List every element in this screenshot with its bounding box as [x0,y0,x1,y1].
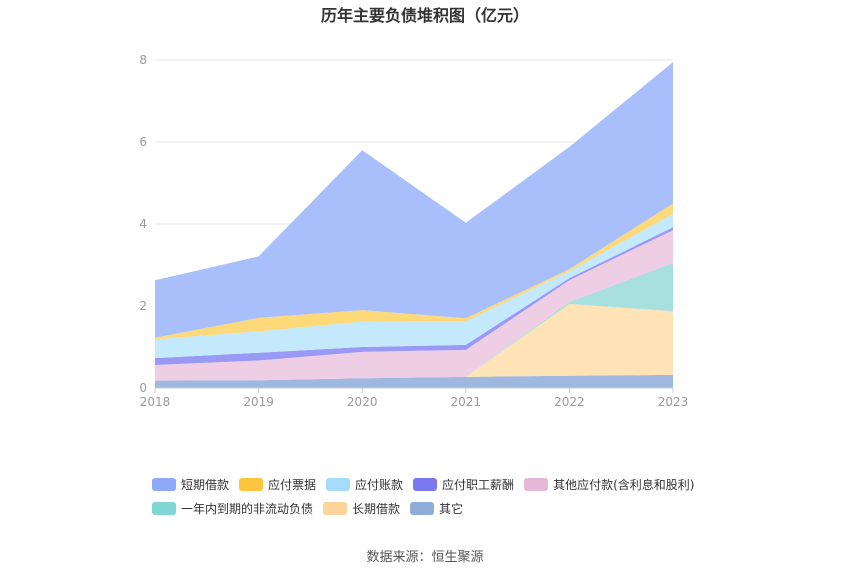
legend-swatch [323,501,348,515]
area-series-5[interactable] [155,213,673,359]
legend-label: 其它 [439,501,464,516]
legend-swatch [410,501,435,515]
y-tick-label: 8 [139,53,147,67]
legend-swatch [152,501,176,515]
legend-swatch [239,477,264,491]
legend-item[interactable]: 应付职工薪酬 [413,476,514,493]
x-tick-label: 2020 [347,395,378,409]
legend-item[interactable]: 应付票据 [239,476,316,493]
y-tick-label: 2 [139,299,147,313]
area-series-3[interactable] [155,230,673,381]
x-tick-label: 2018 [140,395,171,409]
legend-swatch [413,477,438,491]
y-tick-label: 0 [139,381,147,395]
legend-item[interactable]: 其他应付款(含利息和股利) [524,476,694,493]
legend: 短期借款 应付票据 应付账款 应付职工薪酬 其他应付款(含利息和股利) 一年内到期的非流动… [152,472,752,520]
legend-item[interactable]: 短期借款 [152,476,229,493]
legend-item[interactable]: 其它 [410,500,463,517]
legend-row: 一年内到期的非流动负债 长期借款 其它 [152,496,752,520]
legend-label: 应付票据 [268,477,317,492]
legend-item[interactable]: 长期借款 [323,500,400,517]
legend-row: 短期借款 应付票据 应付账款 应付职工薪酬 其他应付款(含利息和股利) [152,472,752,496]
area-series-7[interactable] [155,62,673,338]
legend-swatch [152,477,176,491]
legend-label: 短期借款 [181,477,230,492]
data-source: 数据来源：恒生聚源 [366,550,484,565]
x-tick-label: 2019 [243,395,274,409]
x-tick-label: 2023 [658,395,689,409]
area-series-1[interactable] [155,303,673,381]
legend-label: 应付账款 [355,477,404,492]
legend-label: 应付职工薪酬 [442,477,515,492]
legend-label: 其他应付款(含利息和股利) [553,477,695,492]
x-tick-label: 2021 [451,395,482,409]
legend-label: 一年内到期的非流动负债 [181,501,314,516]
y-tick-label: 6 [139,135,147,149]
y-tick-label: 4 [139,217,147,231]
legend-item[interactable]: 应付账款 [326,476,403,493]
stacked-area-chart: 0 2 4 6 8 2018 2019 2020 2021 2022 2023 [139,53,689,409]
legend-label: 长期借款 [352,501,401,516]
chart-title: 历年主要负债堆积图（亿元） [320,6,529,25]
legend-swatch [326,477,351,491]
legend-swatch [524,477,549,491]
x-tick-label: 2022 [554,395,585,409]
legend-item[interactable]: 一年内到期的非流动负债 [152,500,313,517]
area-series-0[interactable] [155,374,673,388]
